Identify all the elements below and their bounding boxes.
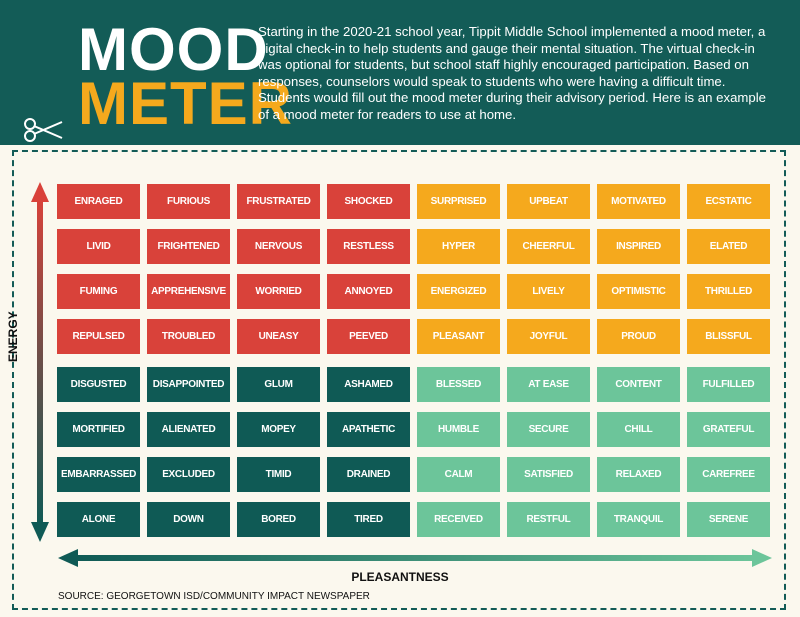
mood-cell: LIVELY [507,274,590,309]
mood-cell: RESTLESS [327,229,410,264]
mood-cell: CHILL [597,412,680,447]
title: METER [78,70,293,137]
source: SOURCE: GEORGETOWN ISD/COMMUNITY IMPACT … [58,591,370,602]
mood-cell: PLEASANT [417,319,500,354]
mood-cell: EMBARRASSED [57,457,140,492]
mood-cell: ENRAGED [57,184,140,219]
mood-cell: HUMBLE [417,412,500,447]
mood-cell: UPBEAT [507,184,590,219]
mood-cell: INSPIRED [597,229,680,264]
mood-cell: TIRED [327,502,410,537]
mood-cell: ALIENATED [147,412,230,447]
mood-cell: MORTIFIED [57,412,140,447]
mood-cell: NERVOUS [237,229,320,264]
mood-cell: RECEIVED [417,502,500,537]
mood-cell: TROUBLED [147,319,230,354]
mood-cell: CHEERFUL [507,229,590,264]
mood-cell: APATHETIC [327,412,410,447]
mood-cell: RELAXED [597,457,680,492]
mood-cell: DOWN [147,502,230,537]
mood-cell: ECSTATIC [687,184,770,219]
mood-cell: GRATEFUL [687,412,770,447]
mood-cell: PEEVED [327,319,410,354]
mood-cell: BLESSED [417,367,500,402]
x-axis-label: PLEASANTNESS [351,570,449,584]
mood-cell: JOYFUL [507,319,590,354]
mood-cell: FRIGHTENED [147,229,230,264]
mood-cell: BORED [237,502,320,537]
mood-cell: HYPER [417,229,500,264]
mood-cell: REPULSED [57,319,140,354]
mood-cell: TIMID [237,457,320,492]
mood-cell: BLISSFUL [687,319,770,354]
mood-cell: EXCLUDED [147,457,230,492]
mood-cell: GLUM [237,367,320,402]
mood-cell: LIVID [57,229,140,264]
mood-cell: FURIOUS [147,184,230,219]
mood-cell: AT EASE [507,367,590,402]
mood-cell: ELATED [687,229,770,264]
mood-cell: WORRIED [237,274,320,309]
mood-cell: SHOCKED [327,184,410,219]
mood-cell: FUMING [57,274,140,309]
mood-cell: PROUD [597,319,680,354]
mood-cell: SURPRISED [417,184,500,219]
mood-cell: APPREHENSIVE [147,274,230,309]
mood-cell: ASHAMED [327,367,410,402]
mood-cell: ENERGIZED [417,274,500,309]
mood-cell: FRUSTRATED [237,184,320,219]
mood-cell: MOPEY [237,412,320,447]
mood-cell: OPTIMISTIC [597,274,680,309]
mood-cell: MOTIVATED [597,184,680,219]
mood-cell: DISGUSTED [57,367,140,402]
mood-cell: CONTENT [597,367,680,402]
mood-cell: SATISFIED [507,457,590,492]
mood-cell: UNEASY [237,319,320,354]
mood-cell: CAREFREE [687,457,770,492]
mood-cell: DRAINED [327,457,410,492]
mood-cell: ALONE [57,502,140,537]
title: MOOD [78,16,269,83]
mood-cell: ANNOYED [327,274,410,309]
mood-cell: RESTFUL [507,502,590,537]
frame [12,150,786,610]
mood-cell: CALM [417,457,500,492]
y-axis-label: ENERGY [6,311,20,362]
description: Starting in the 2020-21 school year, Tip… [258,24,766,122]
scissors-icon [24,118,63,142]
mood-cell: SECURE [507,412,590,447]
mood-cell: FULFILLED [687,367,770,402]
mood-cell: THRILLED [687,274,770,309]
mood-cell: SERENE [687,502,770,537]
mood-cell: DISAPPOINTED [147,367,230,402]
mood-cell: TRANQUIL [597,502,680,537]
header: MOOD METER Starting in the 2020-21 schoo… [0,0,800,145]
